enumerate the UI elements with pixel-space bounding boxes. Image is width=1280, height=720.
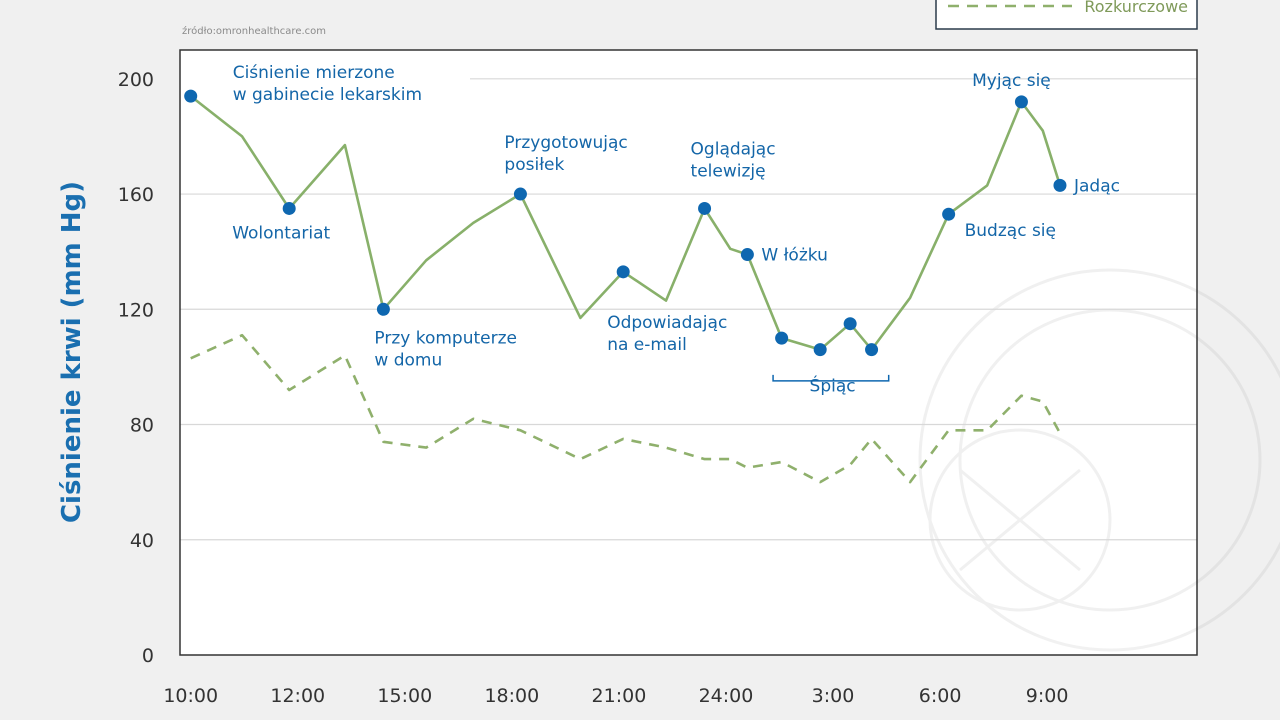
annotation-6: W łóżku	[761, 246, 827, 266]
annotation-line: Ciśnienie mierzone	[233, 63, 395, 83]
annotation-line: w domu	[374, 350, 442, 370]
y-tick-label-80: 80	[130, 415, 154, 437]
annotation-line: na e-mail	[607, 335, 687, 355]
x-tick-label-1200: 12:00	[270, 685, 325, 707]
annotation-line: telewizję	[691, 162, 766, 182]
legend-label-rozkurczowe: Rozkurczowe	[1084, 0, 1188, 16]
annotation-line: Jadąc	[1073, 176, 1120, 196]
sleep-bracket	[772, 374, 890, 382]
series-lines	[189, 95, 1062, 484]
y-tick-label-160: 160	[118, 184, 154, 206]
annotation-1: Wolontariat	[232, 223, 330, 243]
data-markers	[184, 89, 1067, 357]
watermark-seal	[918, 268, 1280, 652]
legend: Rozkurczowe	[935, 0, 1198, 30]
x-tick-label-600: 6:00	[919, 685, 962, 707]
annotation-10: Jadąc	[1073, 176, 1120, 196]
data-point-marker	[740, 248, 754, 262]
grid-lines	[180, 78, 1197, 541]
x-tick-label-900: 9:00	[1026, 685, 1069, 707]
annotation-line: w gabinecie lekarskim	[233, 85, 422, 105]
x-tick-label-2100: 21:00	[592, 685, 647, 707]
sleep-bracket-line	[772, 374, 890, 382]
y-axis-label: Ciśnienie krwi (mm Hg)	[57, 181, 87, 523]
annotation-5: Oglądając telewizję	[691, 139, 776, 181]
systolic-line	[189, 95, 1062, 351]
annotation-line: Przygotowując	[504, 133, 627, 153]
annotation-line: Śpiąc	[810, 375, 856, 397]
x-tick-label-300: 3:00	[812, 685, 855, 707]
data-point-marker	[843, 317, 857, 331]
annotations: Ciśnienie mierzone w gabinecie lekarskim W…	[232, 63, 1120, 397]
annotation-line: Oglądając	[691, 139, 776, 159]
plot-border	[179, 49, 1198, 656]
y-tick-label-0: 0	[142, 645, 154, 667]
annotation-9: Myjąc się	[972, 71, 1051, 91]
data-point-marker	[1014, 95, 1028, 109]
plot-area	[180, 50, 1197, 655]
y-tick-label-120: 120	[118, 299, 154, 321]
data-point-marker	[813, 343, 827, 357]
annotation-line: posiłek	[504, 155, 564, 175]
data-point-marker	[282, 201, 296, 215]
x-axis-ticks: 10:00 12:00 15:00 18:00 21:00 24:00 3:00 6:00 9:…	[163, 685, 1068, 707]
data-point-marker	[184, 89, 198, 103]
x-tick-label-1800: 18:00	[484, 685, 539, 707]
source-text: źródło:omronhealthcare.com	[182, 25, 326, 37]
annotation-0: Ciśnienie mierzone w gabinecie lekarskim	[233, 63, 422, 105]
y-axis-ticks: 0 40 80 120 160 200	[118, 69, 154, 667]
annotation-2: Przy komputerze w domu	[374, 328, 517, 370]
data-point-marker	[942, 207, 956, 221]
annotation-3: Przygotowując posiłek	[504, 133, 627, 175]
annotation-line: Myjąc się	[972, 71, 1051, 91]
annotation-line: Odpowiadając	[607, 313, 727, 333]
data-point-marker	[513, 187, 527, 201]
annotation-4: Odpowiadając na e-mail	[607, 313, 727, 355]
data-point-marker	[1053, 178, 1067, 192]
data-point-marker	[775, 331, 789, 345]
annotation-line: Przy komputerze	[374, 328, 517, 348]
x-tick-label-2400: 24:00	[699, 685, 754, 707]
annotation-line: Wolontariat	[232, 223, 330, 243]
x-tick-label-1000: 10:00	[163, 685, 218, 707]
annotation-line: Budząc się	[965, 221, 1056, 241]
annotation-7: Śpiąc	[810, 375, 856, 397]
y-tick-label-200: 200	[118, 69, 154, 91]
y-tick-label-40: 40	[130, 530, 154, 552]
data-point-marker	[616, 265, 630, 279]
data-point-marker	[698, 201, 712, 215]
data-point-marker	[865, 343, 879, 357]
annotation-line: W łóżku	[761, 246, 827, 266]
diastolic-line	[190, 333, 1062, 484]
x-tick-label-1500: 15:00	[377, 685, 432, 707]
data-point-marker	[376, 302, 390, 316]
annotation-8: Budząc się	[965, 221, 1056, 241]
